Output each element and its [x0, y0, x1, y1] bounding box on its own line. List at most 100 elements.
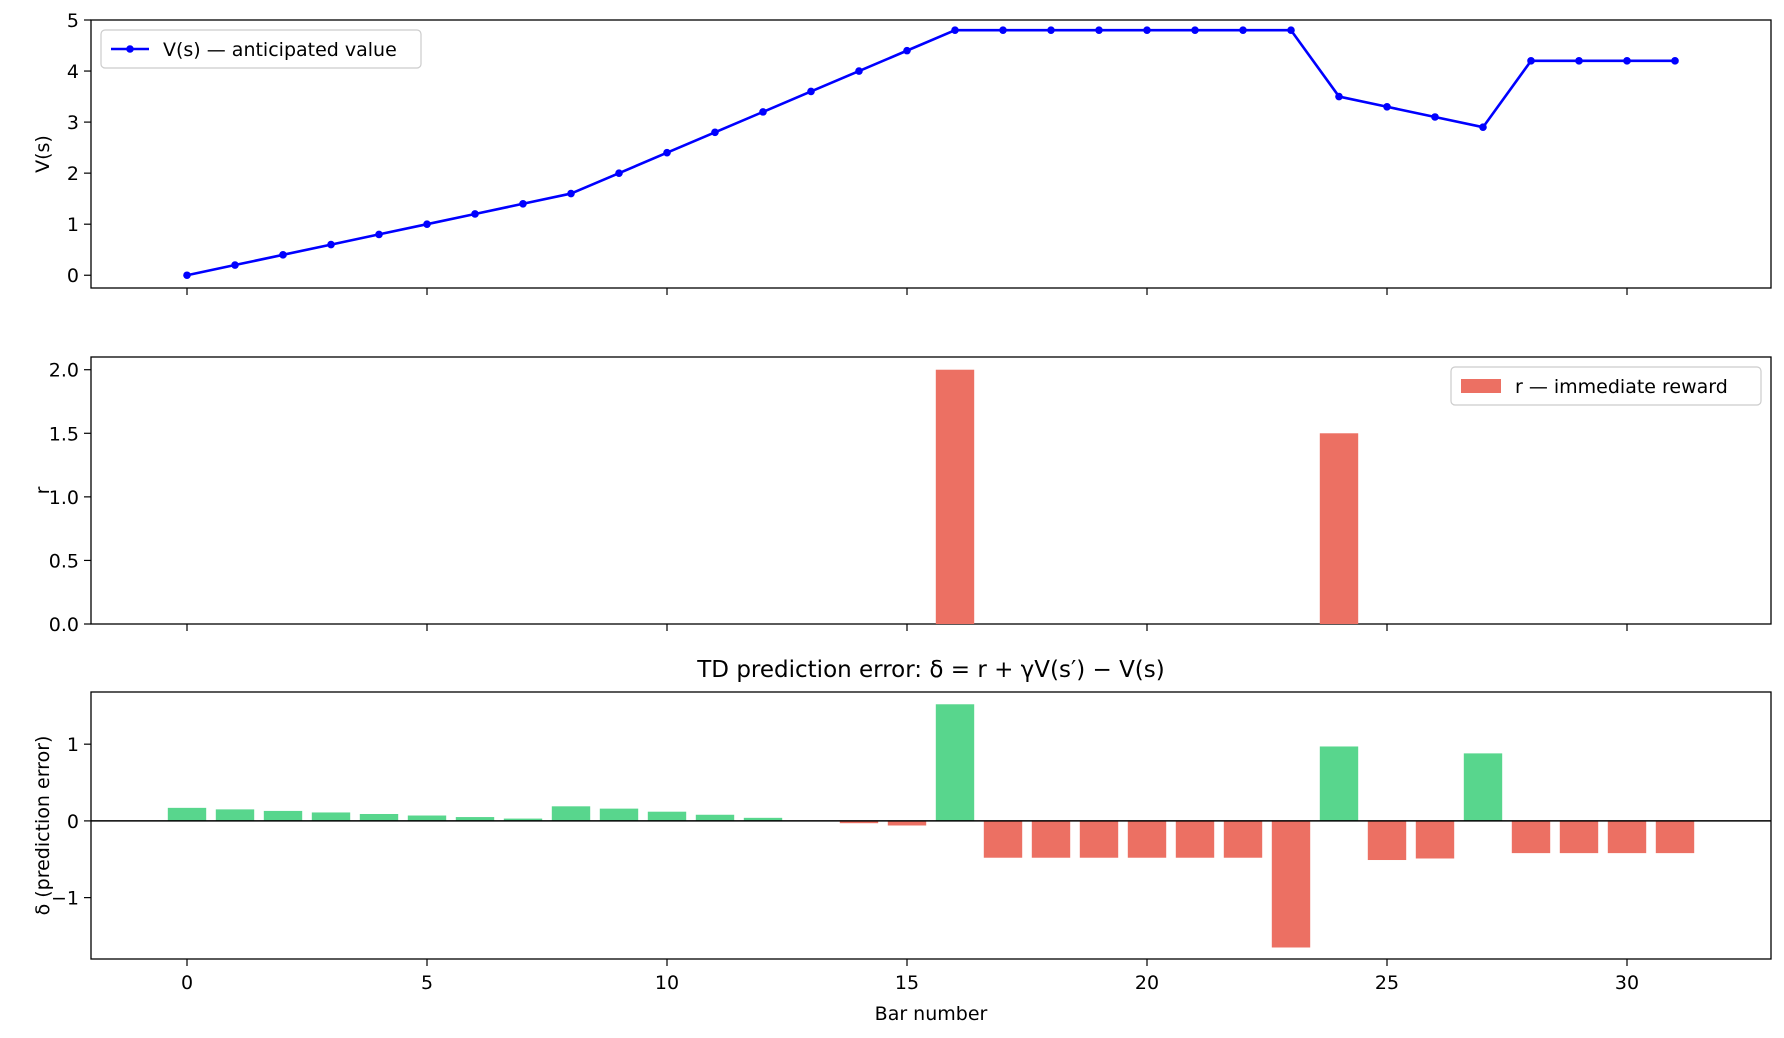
- panel-3: 0 5 10 15 20 25 30 −1 0 1 δ (prediction error) TD p…: [32, 657, 1772, 1025]
- x-tick-label: 30: [1615, 972, 1639, 994]
- value-point: [1095, 26, 1103, 35]
- value-point: [1671, 57, 1679, 65]
- legend-label: r — immediate reward: [1515, 376, 1728, 398]
- value-point: [999, 26, 1007, 35]
- value-point: [903, 46, 911, 55]
- x-axis-label: Bar number: [875, 1003, 988, 1025]
- y-tick-label: 0.0: [49, 614, 79, 636]
- y-tick-label: 0.5: [49, 550, 79, 572]
- value-point: [375, 230, 383, 239]
- delta-bar: [1079, 820, 1119, 858]
- delta-bar: [983, 820, 1023, 858]
- value-point: [1479, 123, 1487, 131]
- x-tick-label: 0: [181, 972, 193, 994]
- axes-frame: [90, 356, 1772, 625]
- delta-bar: [647, 811, 687, 821]
- reward-bar: [935, 369, 975, 624]
- delta-bar: [1223, 820, 1263, 858]
- value-point: [183, 271, 191, 280]
- legend: r — immediate reward: [1450, 366, 1762, 406]
- delta-bar: [407, 815, 447, 821]
- delta-bar: [1367, 820, 1407, 861]
- delta-bar: [263, 810, 303, 821]
- delta-bar: [1463, 753, 1503, 821]
- value-point: [1623, 57, 1631, 65]
- value-point: [279, 251, 287, 259]
- delta-bar: [167, 807, 207, 821]
- value-point: [1383, 102, 1391, 111]
- delta-bar: [839, 820, 879, 824]
- y-axis-label: r: [32, 486, 54, 494]
- value-series-line: [186, 28, 1675, 277]
- delta-bar: [551, 806, 591, 821]
- value-point: [951, 26, 959, 35]
- value-point: [1335, 92, 1343, 101]
- axes-frame: [90, 691, 1772, 960]
- value-point: [1431, 113, 1439, 121]
- y-tick-label: 1.0: [49, 487, 79, 509]
- y-tick-label: 2: [67, 163, 79, 185]
- panel-1: 0 1 2 3 4 5 V(s) V(s) — anticipated value: [32, 10, 1772, 295]
- value-point: [1575, 57, 1583, 65]
- value-point: [519, 199, 527, 208]
- y-tick-label: 0: [67, 265, 79, 287]
- x-tick-label: 10: [655, 972, 679, 994]
- legend-box: [100, 29, 422, 69]
- value-point: [1527, 57, 1535, 65]
- y-tick-label: −1: [51, 888, 79, 910]
- delta-bar: [311, 812, 351, 821]
- y-tick-label: 0: [67, 811, 79, 833]
- panel-2: 0.0 0.5 1.0 1.5 2.0 r r — immediate reward: [32, 356, 1772, 636]
- delta-bar: [1271, 820, 1311, 948]
- legend-swatch: [1461, 379, 1501, 393]
- delta-bar: [695, 814, 735, 821]
- value-point: [1287, 26, 1295, 35]
- value-point: [807, 87, 815, 96]
- value-point: [663, 148, 671, 157]
- delta-bar: [1031, 820, 1071, 858]
- legend-box: [1450, 366, 1762, 406]
- delta-bar: [1319, 746, 1359, 821]
- legend-label: V(s) — anticipated value: [163, 39, 397, 61]
- axes-frame: [90, 19, 1772, 289]
- y-axis-label: V(s): [32, 135, 54, 173]
- y-tick-label: 5: [67, 10, 79, 32]
- y-tick-label: 1.5: [49, 423, 79, 445]
- y-tick-label: 2.0: [49, 360, 79, 382]
- value-point: [423, 220, 431, 228]
- value-point: [231, 261, 239, 269]
- value-point: [615, 169, 623, 177]
- x-tick-label: 5: [421, 972, 433, 994]
- x-tick-label: 25: [1375, 972, 1399, 994]
- delta-bar: [455, 817, 495, 821]
- reward-bar: [1319, 433, 1359, 624]
- chart-title: TD prediction error: δ = r + γV(s′) − V(…: [696, 657, 1164, 683]
- value-point: [711, 128, 719, 137]
- y-axis-label: δ (prediction error): [32, 736, 54, 916]
- value-point: [567, 189, 575, 198]
- delta-bar: [1559, 820, 1599, 854]
- value-point: [1191, 26, 1199, 35]
- delta-bar: [1655, 820, 1695, 854]
- delta-bar: [935, 704, 975, 821]
- value-point: [1239, 26, 1247, 35]
- delta-bar: [1607, 820, 1647, 854]
- delta-bar: [1127, 820, 1167, 858]
- value-point: [327, 240, 335, 249]
- delta-bar: [503, 818, 543, 821]
- y-tick-label: 1: [67, 734, 79, 756]
- delta-bar: [743, 817, 783, 821]
- x-tick-label: 15: [895, 972, 919, 994]
- y-tick-label: 4: [67, 61, 79, 83]
- delta-bar: [887, 820, 927, 826]
- y-tick-label: 1: [67, 214, 79, 236]
- delta-bar: [1511, 820, 1551, 854]
- value-point: [1047, 26, 1055, 35]
- value-point: [1143, 26, 1151, 35]
- delta-bar: [1415, 820, 1455, 859]
- delta-bar: [359, 813, 399, 821]
- y-tick-label: 3: [67, 112, 79, 134]
- delta-bar: [215, 809, 255, 821]
- delta-bar: [599, 808, 639, 821]
